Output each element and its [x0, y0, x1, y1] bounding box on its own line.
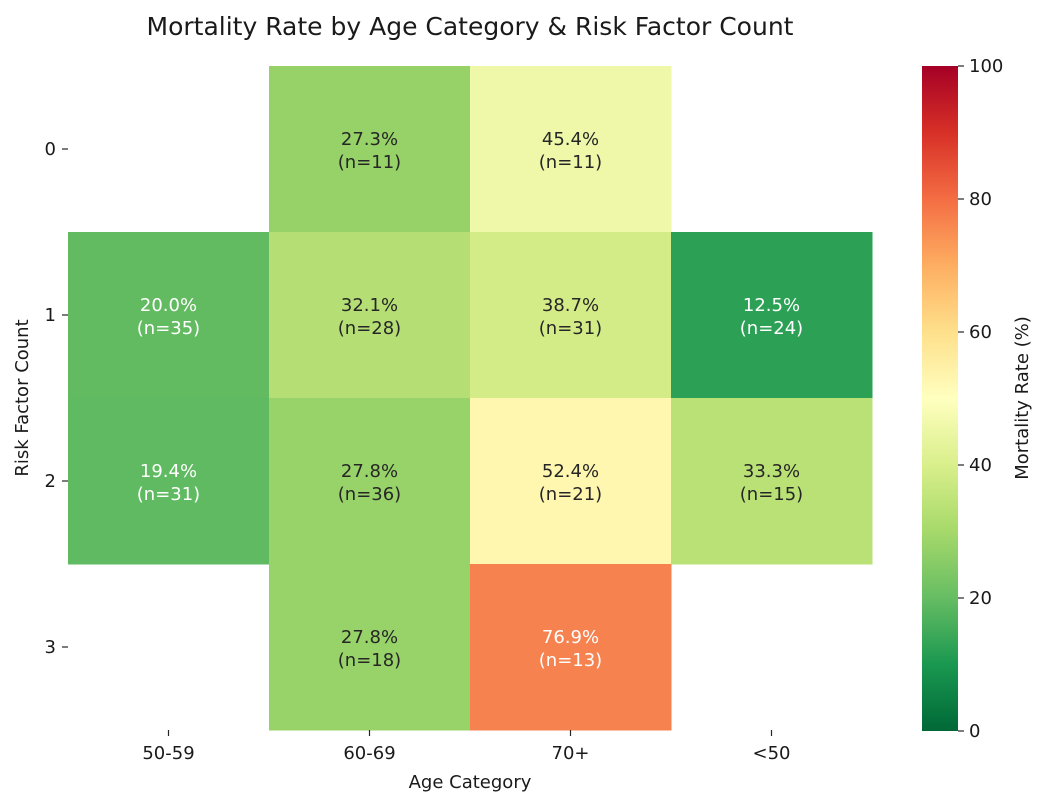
- cell-count-label: (n=35): [137, 318, 200, 339]
- colorbar: 0 20 40 60 80 100: [922, 56, 1003, 742]
- heatmap-cell: [470, 564, 672, 731]
- cell-value-label: 38.7%: [542, 295, 599, 316]
- y-tick-label: 2: [45, 471, 56, 492]
- heatmap-cell: [68, 398, 270, 565]
- cell-value-label: 27.8%: [341, 461, 398, 482]
- cell-count-label: (n=36): [338, 484, 401, 505]
- x-tick-label: <50: [753, 743, 791, 764]
- cell-value-label: 52.4%: [542, 461, 599, 482]
- heatmap-cells: 27.3%(n=11)45.4%(n=11)20.0%(n=35)32.1%(n…: [68, 66, 873, 731]
- colorbar-label: Mortality Rate (%): [1012, 316, 1033, 480]
- colorbar-tick-label: 60: [969, 322, 992, 343]
- heatmap-cell: [269, 66, 471, 233]
- colorbar-tick-label: 40: [969, 455, 992, 476]
- cell-count-label: (n=24): [740, 318, 803, 339]
- y-tick-label: 3: [45, 637, 56, 658]
- colorbar-tick-label: 20: [969, 588, 992, 609]
- cell-count-label: (n=31): [137, 484, 200, 505]
- cell-count-label: (n=31): [539, 318, 602, 339]
- cell-value-label: 33.3%: [743, 461, 800, 482]
- y-tick-label: 1: [45, 305, 56, 326]
- x-axis-label: Age Category: [409, 772, 532, 793]
- cell-count-label: (n=21): [539, 484, 602, 505]
- heatmap-cell: [470, 232, 672, 399]
- heatmap-cell: [671, 398, 873, 565]
- colorbar-tick-label: 100: [969, 56, 1003, 77]
- cell-count-label: (n=11): [338, 152, 401, 173]
- x-tick-label: 50-59: [142, 743, 194, 764]
- heatmap-cell: [470, 66, 672, 233]
- cell-value-label: 12.5%: [743, 295, 800, 316]
- chart-title: Mortality Rate by Age Category & Risk Fa…: [147, 12, 794, 41]
- heatmap-cell: [68, 232, 270, 399]
- colorbar-tick-label: 80: [969, 189, 992, 210]
- x-axis-ticks: 50-59 60-69 70+ <50: [142, 730, 791, 764]
- y-axis-ticks: 0 1 2 3: [45, 139, 68, 658]
- y-axis-label: Risk Factor Count: [12, 319, 33, 476]
- y-tick-label: 0: [45, 139, 56, 160]
- cell-count-label: (n=18): [338, 650, 401, 671]
- cell-count-label: (n=15): [740, 484, 803, 505]
- cell-value-label: 76.9%: [542, 627, 599, 648]
- cell-count-label: (n=28): [338, 318, 401, 339]
- heatmap-cell: [269, 564, 471, 731]
- cell-value-label: 32.1%: [341, 295, 398, 316]
- cell-value-label: 27.3%: [341, 129, 398, 150]
- heatmap-cell: [470, 398, 672, 565]
- x-tick-label: 70+: [552, 743, 590, 764]
- cell-count-label: (n=11): [539, 152, 602, 173]
- cell-value-label: 45.4%: [542, 129, 599, 150]
- heatmap-cell: [269, 232, 471, 399]
- heatmap-cell: [671, 232, 873, 399]
- x-tick-label: 60-69: [343, 743, 395, 764]
- cell-value-label: 19.4%: [140, 461, 197, 482]
- cell-value-label: 20.0%: [140, 295, 197, 316]
- cell-value-label: 27.8%: [341, 627, 398, 648]
- colorbar-gradient: [922, 66, 958, 731]
- heatmap-cell: [269, 398, 471, 565]
- cell-count-label: (n=13): [539, 650, 602, 671]
- colorbar-tick-label: 0: [969, 721, 980, 742]
